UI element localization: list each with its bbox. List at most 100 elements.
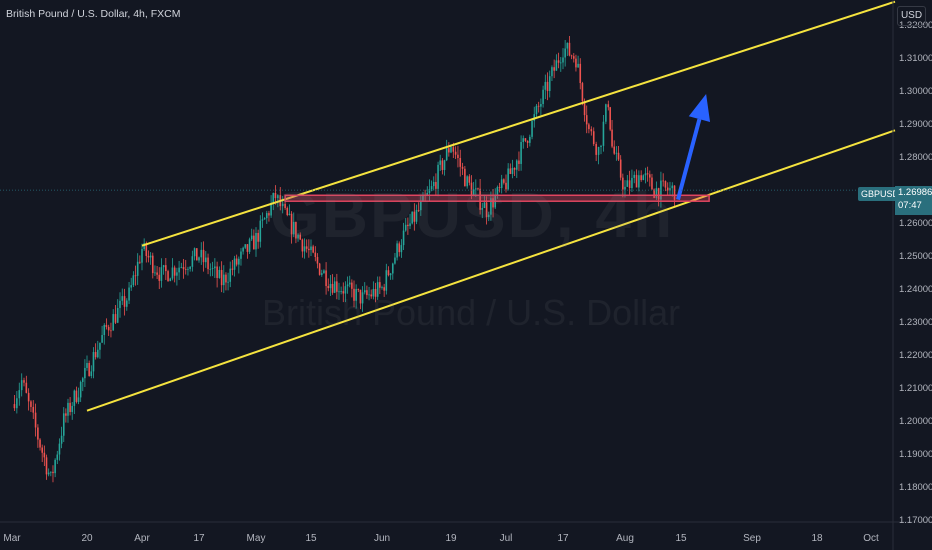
candle bbox=[240, 248, 242, 266]
candle-body bbox=[281, 203, 284, 207]
candle bbox=[134, 265, 137, 286]
candle-body bbox=[216, 266, 218, 278]
candle-body bbox=[592, 131, 595, 144]
candle-body bbox=[492, 198, 494, 208]
candle bbox=[189, 266, 191, 272]
candle bbox=[96, 340, 99, 359]
candle bbox=[496, 185, 499, 199]
y-tick-label: 1.29000 bbox=[899, 119, 932, 130]
candle-body bbox=[227, 281, 229, 283]
x-tick-label: Sep bbox=[743, 533, 761, 544]
candle-body bbox=[233, 258, 236, 270]
candle bbox=[338, 282, 340, 300]
candle-body bbox=[595, 143, 597, 155]
candle bbox=[263, 217, 266, 220]
candle-body bbox=[457, 154, 459, 159]
candle bbox=[340, 286, 342, 295]
candle bbox=[404, 218, 407, 232]
candle bbox=[461, 162, 464, 176]
candle-body bbox=[531, 120, 533, 137]
candle bbox=[231, 259, 234, 276]
candle bbox=[202, 241, 205, 272]
candle-body bbox=[310, 246, 312, 251]
candle-body bbox=[515, 160, 518, 170]
candle-body bbox=[250, 235, 253, 240]
candle bbox=[248, 237, 251, 254]
candle bbox=[631, 169, 633, 193]
candle bbox=[361, 286, 364, 312]
candle-body bbox=[633, 174, 636, 178]
candle-body bbox=[132, 275, 135, 286]
candle-body bbox=[167, 271, 169, 282]
candle-body bbox=[479, 188, 481, 210]
candle bbox=[37, 424, 39, 448]
candle-body bbox=[572, 56, 575, 59]
candle bbox=[88, 360, 90, 377]
candle bbox=[626, 175, 629, 187]
candle-body bbox=[110, 330, 112, 332]
candle bbox=[165, 258, 167, 280]
candle-body bbox=[90, 371, 93, 377]
candle-body bbox=[581, 83, 584, 102]
candle-body bbox=[149, 255, 152, 258]
candle-body bbox=[513, 167, 516, 170]
candle-body bbox=[162, 265, 165, 268]
candle-body bbox=[664, 181, 667, 188]
candle bbox=[609, 106, 611, 132]
candle-body bbox=[244, 244, 247, 248]
candle-body bbox=[642, 175, 645, 180]
candle-body bbox=[229, 268, 232, 282]
candle bbox=[613, 140, 616, 155]
candle-body bbox=[235, 258, 238, 265]
candle bbox=[513, 167, 516, 177]
candle bbox=[229, 261, 232, 288]
candle bbox=[448, 142, 450, 157]
candle bbox=[391, 262, 394, 280]
candle bbox=[250, 228, 253, 242]
candle bbox=[372, 281, 375, 300]
candle-body bbox=[253, 235, 255, 250]
currency-button[interactable]: USD bbox=[897, 6, 926, 26]
candle bbox=[92, 347, 95, 379]
candle-body bbox=[114, 314, 117, 323]
candle-body bbox=[207, 257, 209, 270]
y-tick-label: 1.22000 bbox=[899, 350, 932, 361]
candle-body bbox=[84, 367, 86, 379]
candle-body bbox=[590, 129, 593, 132]
candle-body bbox=[559, 62, 562, 64]
candle bbox=[301, 238, 304, 258]
candle bbox=[644, 167, 647, 184]
candle-body bbox=[139, 261, 141, 263]
candle-body bbox=[379, 282, 381, 288]
candle bbox=[411, 211, 413, 225]
candle bbox=[535, 104, 538, 117]
candle bbox=[445, 139, 448, 162]
candle-body bbox=[255, 232, 257, 250]
candle bbox=[590, 126, 593, 136]
candle-body bbox=[103, 325, 106, 336]
candle bbox=[47, 468, 50, 477]
candle bbox=[387, 266, 390, 277]
candle-body bbox=[673, 185, 676, 200]
candle bbox=[490, 191, 492, 221]
candle-body bbox=[318, 263, 321, 275]
candle bbox=[649, 170, 651, 187]
candle-body bbox=[178, 267, 180, 273]
candle bbox=[119, 292, 121, 318]
candle bbox=[662, 173, 664, 187]
candle-body bbox=[566, 42, 569, 49]
candle bbox=[430, 180, 433, 192]
candle bbox=[303, 238, 306, 259]
candle bbox=[526, 140, 529, 148]
x-tick-label: Mar bbox=[3, 533, 21, 544]
candle-body bbox=[58, 443, 61, 455]
candle bbox=[509, 163, 512, 175]
candle-body bbox=[398, 243, 401, 253]
candle bbox=[479, 179, 481, 215]
candle bbox=[160, 258, 163, 288]
candle-body bbox=[119, 300, 121, 308]
candle-body bbox=[69, 402, 71, 412]
candle-body bbox=[577, 63, 579, 68]
